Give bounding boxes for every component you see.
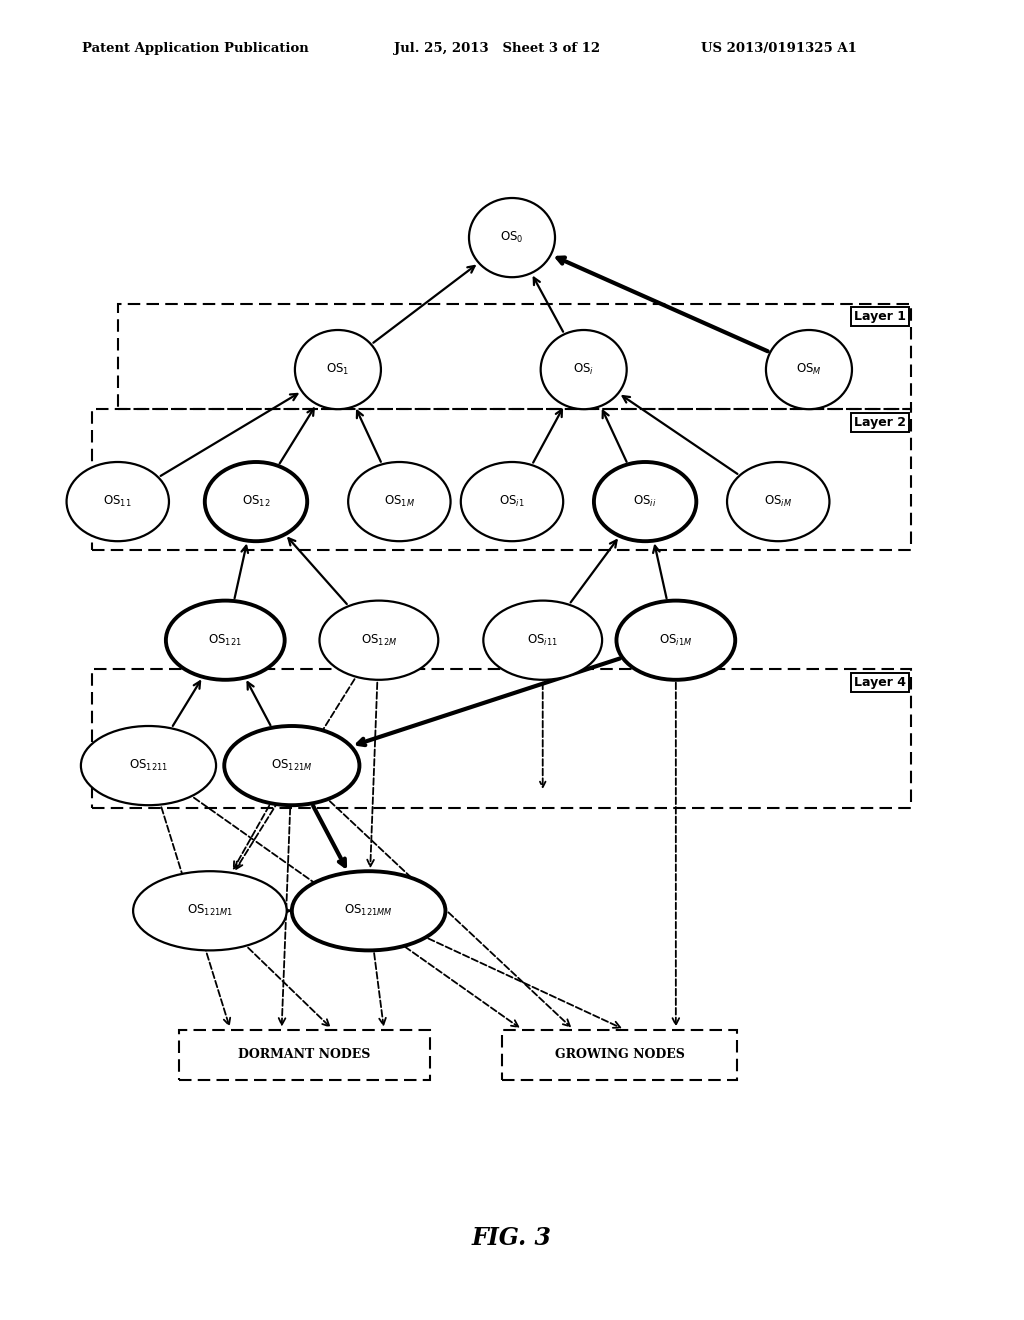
Bar <box>92 409 911 550</box>
Bar <box>118 304 911 409</box>
Text: $\mathrm{OS}_{121M}$: $\mathrm{OS}_{121M}$ <box>271 758 312 774</box>
Text: GROWING NODES: GROWING NODES <box>555 1048 684 1061</box>
Bar <box>92 669 911 808</box>
Ellipse shape <box>461 462 563 541</box>
Ellipse shape <box>81 726 216 805</box>
Text: $\mathrm{OS}_{1}$: $\mathrm{OS}_{1}$ <box>327 362 349 378</box>
Text: $\mathrm{OS}_{i1M}$: $\mathrm{OS}_{i1M}$ <box>659 632 692 648</box>
Text: $\mathrm{OS}_{i11}$: $\mathrm{OS}_{i11}$ <box>527 632 558 648</box>
Ellipse shape <box>224 726 359 805</box>
Ellipse shape <box>616 601 735 680</box>
Text: FIG. 3: FIG. 3 <box>472 1226 552 1250</box>
Text: Layer 2: Layer 2 <box>854 416 906 429</box>
Bar <box>179 1030 430 1080</box>
Ellipse shape <box>483 601 602 680</box>
Ellipse shape <box>469 198 555 277</box>
Text: $\mathrm{OS}_{i1}$: $\mathrm{OS}_{i1}$ <box>500 494 524 510</box>
Ellipse shape <box>319 601 438 680</box>
Ellipse shape <box>292 871 445 950</box>
Text: Layer 4: Layer 4 <box>854 676 906 689</box>
Text: $\mathrm{OS}_{12M}$: $\mathrm{OS}_{12M}$ <box>360 632 397 648</box>
Text: $\mathrm{OS}_{121M1}$: $\mathrm{OS}_{121M1}$ <box>186 903 233 919</box>
Text: $\mathrm{OS}_{121}$: $\mathrm{OS}_{121}$ <box>209 632 242 648</box>
Text: $\mathrm{OS}_{12}$: $\mathrm{OS}_{12}$ <box>242 494 270 510</box>
Ellipse shape <box>133 871 287 950</box>
Ellipse shape <box>541 330 627 409</box>
Ellipse shape <box>67 462 169 541</box>
Ellipse shape <box>295 330 381 409</box>
Ellipse shape <box>348 462 451 541</box>
Text: $\mathrm{OS}_{iM}$: $\mathrm{OS}_{iM}$ <box>764 494 793 510</box>
Ellipse shape <box>594 462 696 541</box>
Text: $\mathrm{OS}_{11}$: $\mathrm{OS}_{11}$ <box>103 494 132 510</box>
Text: $\mathrm{OS}_{ii}$: $\mathrm{OS}_{ii}$ <box>634 494 656 510</box>
Ellipse shape <box>205 462 307 541</box>
Text: $\mathrm{OS}_{0}$: $\mathrm{OS}_{0}$ <box>501 230 523 246</box>
Text: $\mathrm{OS}_{121MM}$: $\mathrm{OS}_{121MM}$ <box>344 903 393 919</box>
Ellipse shape <box>166 601 285 680</box>
Text: Jul. 25, 2013   Sheet 3 of 12: Jul. 25, 2013 Sheet 3 of 12 <box>394 42 600 55</box>
Text: Patent Application Publication: Patent Application Publication <box>82 42 308 55</box>
Text: $\mathrm{OS}_{i}$: $\mathrm{OS}_{i}$ <box>573 362 594 378</box>
Text: $\mathrm{OS}_{1211}$: $\mathrm{OS}_{1211}$ <box>129 758 168 774</box>
Text: $\mathrm{OS}_{1M}$: $\mathrm{OS}_{1M}$ <box>384 494 415 510</box>
Text: $\mathrm{OS}_{M}$: $\mathrm{OS}_{M}$ <box>796 362 822 378</box>
Text: Layer 1: Layer 1 <box>854 310 906 323</box>
Text: DORMANT NODES: DORMANT NODES <box>239 1048 371 1061</box>
Text: US 2013/0191325 A1: US 2013/0191325 A1 <box>701 42 857 55</box>
Bar <box>502 1030 737 1080</box>
Ellipse shape <box>766 330 852 409</box>
Ellipse shape <box>727 462 829 541</box>
